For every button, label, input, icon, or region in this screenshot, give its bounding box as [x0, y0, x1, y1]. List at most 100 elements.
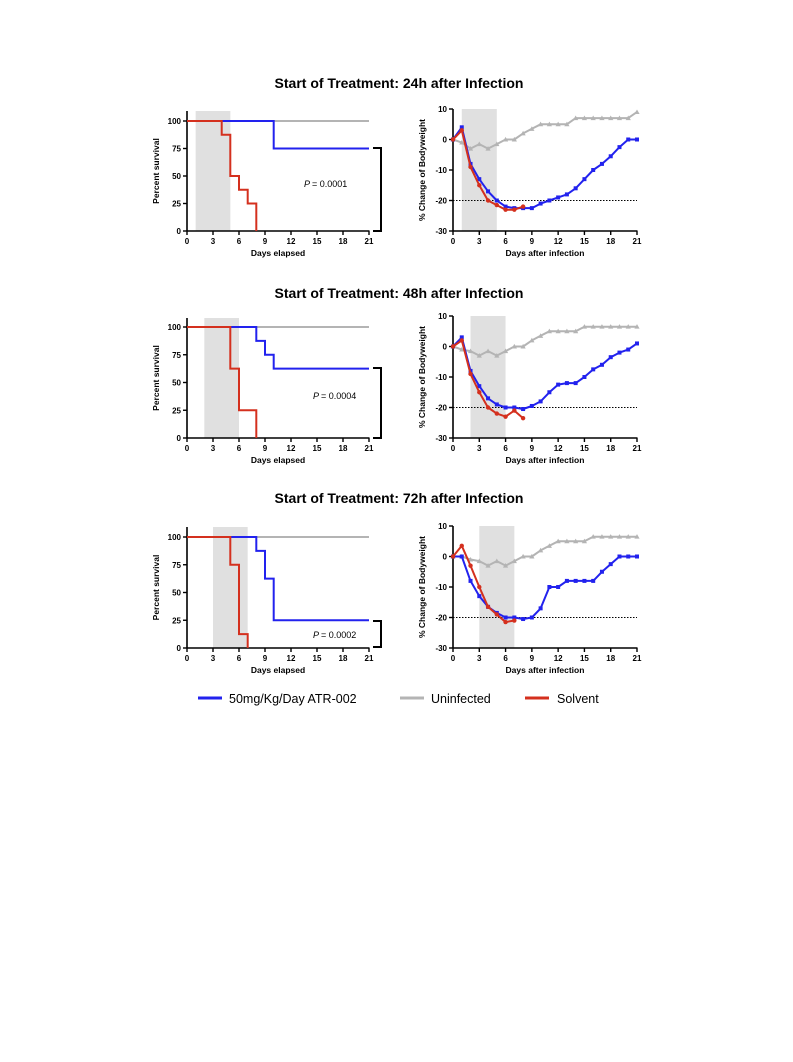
x-tick-label: 3	[211, 654, 216, 663]
y-tick-label: -10	[435, 583, 447, 592]
x-tick-label: 0	[185, 444, 190, 453]
data-point-solvent	[477, 390, 482, 395]
data-point-treated	[494, 402, 499, 407]
x-tick-label: 21	[365, 654, 374, 663]
x-tick-label: 21	[365, 444, 374, 453]
weight-line-treated	[452, 336, 638, 410]
treatment-window-shade	[461, 109, 497, 231]
x-tick-label: 3	[477, 654, 482, 663]
data-point-treated	[547, 585, 552, 589]
data-point-treated	[521, 407, 526, 412]
survival-chart-24h: 0 25 50 75 100 0 3 6 9 12 15 18 21 Days elapsed Percen…	[151, 111, 374, 258]
x-tick-label: 3	[211, 237, 216, 246]
x-tick-label: 6	[503, 237, 508, 246]
survival-chart-48h: 0 25 50 75 100 0 3 6 9 12 15 18 21 Days elapsed Percen…	[151, 318, 374, 465]
data-point-uninfected	[520, 343, 526, 349]
legend: 50mg/Kg/Day ATR-002 Uninfected Solvent	[198, 692, 599, 706]
survival-curve-treated	[187, 536, 369, 622]
data-point-uninfected	[625, 324, 631, 329]
legend-label-uninfected: Uninfected	[431, 692, 491, 706]
data-point-treated	[477, 384, 482, 389]
x-tick-label: 12	[287, 654, 296, 663]
data-point-treated	[538, 606, 543, 611]
data-point-uninfected	[459, 139, 465, 145]
data-point-solvent	[450, 137, 456, 142]
x-tick-label: 6	[237, 444, 242, 453]
y-tick-label: 25	[172, 200, 181, 209]
data-point-solvent	[503, 414, 508, 419]
x-tick-label: 0	[451, 444, 456, 453]
data-point-solvent	[520, 415, 526, 421]
data-point-treated	[599, 161, 604, 166]
data-point-treated	[573, 578, 578, 583]
data-point-treated	[608, 562, 613, 567]
data-point-solvent	[468, 563, 473, 568]
y-axis-label: Percent survival	[151, 345, 161, 411]
data-point-uninfected	[634, 534, 640, 539]
data-point-solvent	[485, 405, 491, 410]
data-point-uninfected	[608, 534, 614, 539]
data-point-treated	[512, 405, 517, 410]
x-tick-label: 12	[554, 654, 563, 663]
significance-bracket	[373, 620, 382, 648]
data-point-treated	[477, 177, 482, 182]
x-axis-label: Days after infection	[506, 455, 585, 465]
data-point-uninfected	[467, 146, 474, 151]
data-point-treated	[599, 362, 604, 367]
data-point-treated	[626, 137, 631, 142]
data-point-solvent	[485, 604, 491, 610]
bodyweight-chart-48h: -30 -20 -10 0 10 0 3 6 9 12 15 18 21 Days after infec…	[417, 312, 642, 465]
data-point-treated	[459, 554, 464, 559]
weight-line-treated	[453, 555, 637, 620]
bodyweight-chart-24h: -30 -20 -10 0 10 0 3 6 9 12 15 18 21 Days after infec…	[417, 105, 642, 258]
panel-title-48h: Start of Treatment: 48h after Infection	[275, 285, 524, 301]
y-axis-label: % Change of Bodyweight	[417, 536, 427, 638]
data-point-uninfected	[599, 115, 605, 121]
data-point-treated	[503, 405, 508, 410]
bodyweight-chart-72h: -30 -20 -10 0 10 0 3 6 9 12 15 18 21 Days after infec…	[417, 522, 642, 675]
y-tick-label: 50	[172, 172, 181, 181]
data-point-uninfected	[476, 353, 482, 358]
data-point-solvent	[468, 164, 473, 170]
data-point-uninfected	[564, 328, 570, 334]
y-tick-label: -20	[435, 614, 447, 623]
data-point-solvent	[503, 619, 508, 625]
y-axis-label: % Change of Bodyweight	[417, 326, 427, 428]
data-point-uninfected	[529, 337, 535, 343]
data-point-treated	[538, 201, 543, 206]
data-point-uninfected	[625, 534, 631, 539]
data-point-uninfected	[573, 538, 579, 544]
p-value-48h: P = 0.0004	[313, 391, 356, 401]
data-point-uninfected	[616, 534, 623, 539]
x-tick-label: 21	[633, 237, 642, 246]
data-point-solvent	[477, 183, 482, 188]
data-point-solvent	[459, 338, 464, 343]
x-tick-label: 3	[477, 444, 482, 453]
data-point-solvent	[450, 344, 456, 349]
y-tick-label: 75	[172, 561, 181, 570]
weight-line-uninfected	[453, 535, 637, 567]
data-point-treated	[486, 189, 491, 194]
data-point-treated	[538, 399, 543, 404]
y-tick-label: 50	[172, 379, 181, 388]
data-point-solvent	[459, 128, 464, 133]
data-point-treated	[573, 186, 578, 191]
x-axis-label: Days after infection	[506, 665, 585, 675]
survival-curve-solvent	[187, 326, 258, 438]
y-tick-label: 25	[172, 616, 181, 625]
data-point-treated	[564, 578, 569, 583]
data-point-uninfected	[476, 558, 482, 564]
y-tick-label: 50	[172, 589, 181, 598]
data-point-uninfected	[564, 538, 570, 544]
data-point-uninfected	[511, 343, 517, 349]
x-tick-label: 6	[237, 237, 242, 246]
p-value-24h: P = 0.0001	[304, 179, 347, 189]
data-point-solvent	[494, 612, 500, 617]
data-point-uninfected	[608, 115, 614, 121]
x-tick-label: 0	[451, 237, 456, 246]
data-point-solvent	[503, 207, 508, 212]
data-point-solvent	[494, 202, 500, 208]
data-point-treated	[529, 403, 534, 408]
data-point-uninfected	[546, 121, 552, 127]
